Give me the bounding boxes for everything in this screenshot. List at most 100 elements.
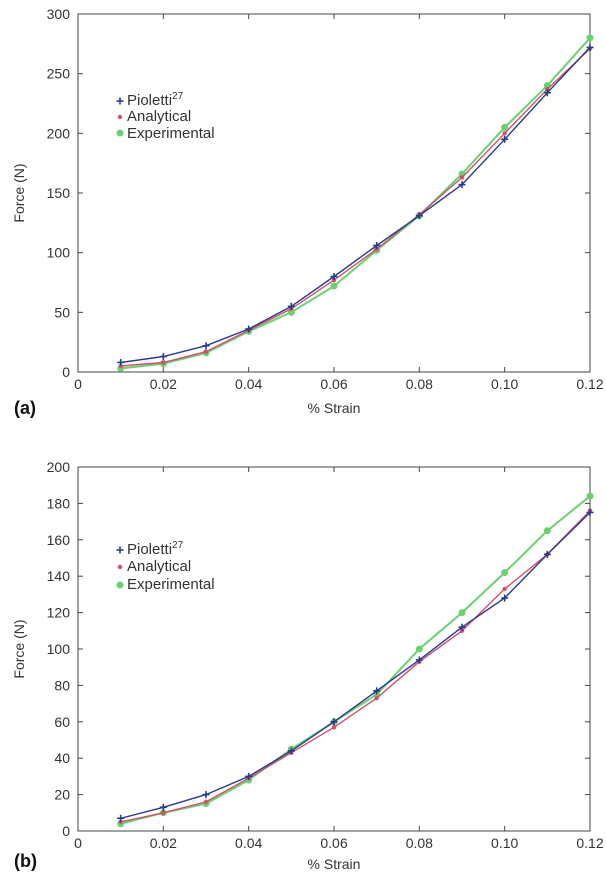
y-axis-label: Force (N) bbox=[11, 163, 27, 222]
y-tick-label: 100 bbox=[47, 245, 71, 261]
data-point bbox=[202, 342, 210, 350]
y-axis-label: Force (N) bbox=[11, 619, 27, 678]
legend-item: Pioletti27 bbox=[116, 91, 184, 109]
plot-frame bbox=[77, 466, 591, 832]
legend-symbol bbox=[117, 564, 123, 570]
data-point bbox=[586, 509, 594, 516]
data-point bbox=[245, 772, 253, 780]
legend-label: Pioletti27 bbox=[127, 91, 184, 109]
data-point bbox=[330, 718, 338, 726]
legend-label: Experimental bbox=[127, 125, 215, 142]
data-point bbox=[118, 819, 123, 825]
data-point bbox=[373, 687, 381, 695]
data-point bbox=[374, 695, 379, 701]
x-tick-label: 0.08 bbox=[406, 376, 433, 392]
panel-b: 0 0.02 0.04 0.06 0.08 0.10 0.12 0 20 40 60 80 100 12… bbox=[11, 459, 604, 872]
data-point bbox=[330, 273, 338, 281]
x-tick-label: 0.08 bbox=[406, 835, 433, 851]
data-point bbox=[159, 352, 167, 360]
legend-marker-pioletti bbox=[116, 546, 124, 554]
series-line bbox=[120, 48, 591, 367]
x-tick-label: 0.02 bbox=[150, 376, 177, 392]
plot-frame bbox=[77, 13, 591, 373]
data-point bbox=[374, 246, 379, 252]
data-point bbox=[543, 550, 551, 558]
x-tick-label: 0 bbox=[74, 835, 82, 851]
data-point bbox=[287, 747, 295, 755]
data-point bbox=[502, 131, 507, 136]
data-point bbox=[415, 645, 423, 653]
series-experimental bbox=[117, 492, 594, 828]
x-tick-label: 0.10 bbox=[491, 376, 518, 392]
legend-label: Pioletti27 bbox=[127, 540, 184, 558]
legend-symbol bbox=[116, 581, 124, 589]
x-tick-label: 0.06 bbox=[320, 376, 347, 392]
panel-a: 0 0.02 0.04 0.06 0.08 0.10 0.12 0 50 100 150 200 25… bbox=[11, 6, 604, 418]
data-point bbox=[202, 791, 210, 799]
data-point bbox=[159, 803, 167, 811]
series-line bbox=[120, 37, 591, 370]
legend-label: Analytical bbox=[127, 558, 191, 575]
y-tick-label: 60 bbox=[54, 714, 70, 730]
data-point bbox=[203, 349, 209, 354]
panel-label: (b) bbox=[14, 851, 37, 871]
x-ticks: 0 0.02 0.04 0.06 0.08 0.10 0.12 bbox=[74, 467, 604, 851]
y-tick-label: 200 bbox=[47, 125, 71, 141]
legend: Pioletti27 Analytical Experimental bbox=[116, 540, 215, 593]
legend-label: Experimental bbox=[127, 576, 215, 593]
data-point bbox=[459, 175, 465, 180]
y-tick-label: 120 bbox=[47, 605, 71, 621]
series-line bbox=[120, 495, 591, 825]
data-point bbox=[373, 242, 381, 250]
data-point bbox=[161, 360, 166, 365]
x-tick-label: 0 bbox=[74, 376, 82, 392]
series-line bbox=[120, 46, 591, 364]
data-point bbox=[501, 594, 509, 602]
y-tick-label: 20 bbox=[54, 787, 70, 803]
data-point bbox=[161, 810, 166, 815]
data-point bbox=[117, 814, 125, 822]
data-point bbox=[331, 277, 337, 283]
legend-symbol bbox=[116, 129, 124, 137]
y-tick-label: 100 bbox=[47, 641, 71, 657]
x-tick-label: 0.12 bbox=[576, 835, 603, 851]
y-tick-label: 200 bbox=[47, 459, 71, 475]
y-tick-label: 40 bbox=[54, 750, 70, 766]
legend-item: Experimental bbox=[116, 125, 215, 142]
series-experimental bbox=[117, 34, 594, 372]
legend-marker-analytical bbox=[117, 564, 123, 570]
legend-label: Analytical bbox=[127, 108, 191, 125]
legend-item: Analytical bbox=[117, 108, 191, 125]
legend-item: Experimental bbox=[116, 576, 215, 593]
x-tick-label: 0.06 bbox=[320, 835, 347, 851]
data-point bbox=[501, 569, 509, 577]
data-point bbox=[543, 89, 551, 97]
panel-label: (a) bbox=[14, 398, 36, 418]
y-tick-label: 0 bbox=[62, 364, 70, 380]
series-line bbox=[120, 512, 591, 819]
data-point bbox=[586, 492, 594, 500]
y-tick-label: 140 bbox=[47, 568, 71, 584]
y-ticks: 0 20 40 60 80 100 120 140 160 180 200 bbox=[47, 459, 590, 839]
y-tick-label: 300 bbox=[47, 6, 71, 22]
data-point bbox=[245, 325, 253, 333]
x-tick-label: 0.12 bbox=[576, 376, 603, 392]
legend-symbol bbox=[116, 546, 124, 554]
legend: Pioletti27 Analytical Experimental bbox=[116, 91, 215, 142]
data-point bbox=[287, 302, 295, 310]
legend-symbol bbox=[117, 114, 123, 120]
data-point bbox=[330, 282, 338, 290]
y-tick-label: 50 bbox=[54, 304, 70, 320]
x-ticks: 0 0.02 0.04 0.06 0.08 0.10 0.12 bbox=[74, 14, 604, 392]
series-analytical bbox=[118, 46, 593, 369]
legend-symbol bbox=[116, 97, 124, 105]
x-axis-label: % Strain bbox=[308, 856, 361, 872]
series-pioletti bbox=[117, 43, 594, 366]
legend-item: Pioletti27 bbox=[116, 540, 184, 558]
y-tick-label: 180 bbox=[47, 495, 71, 511]
legend-item: Analytical bbox=[117, 558, 191, 575]
data-point bbox=[117, 358, 125, 366]
y-tick-label: 0 bbox=[62, 823, 70, 839]
legend-marker-analytical bbox=[117, 114, 123, 120]
